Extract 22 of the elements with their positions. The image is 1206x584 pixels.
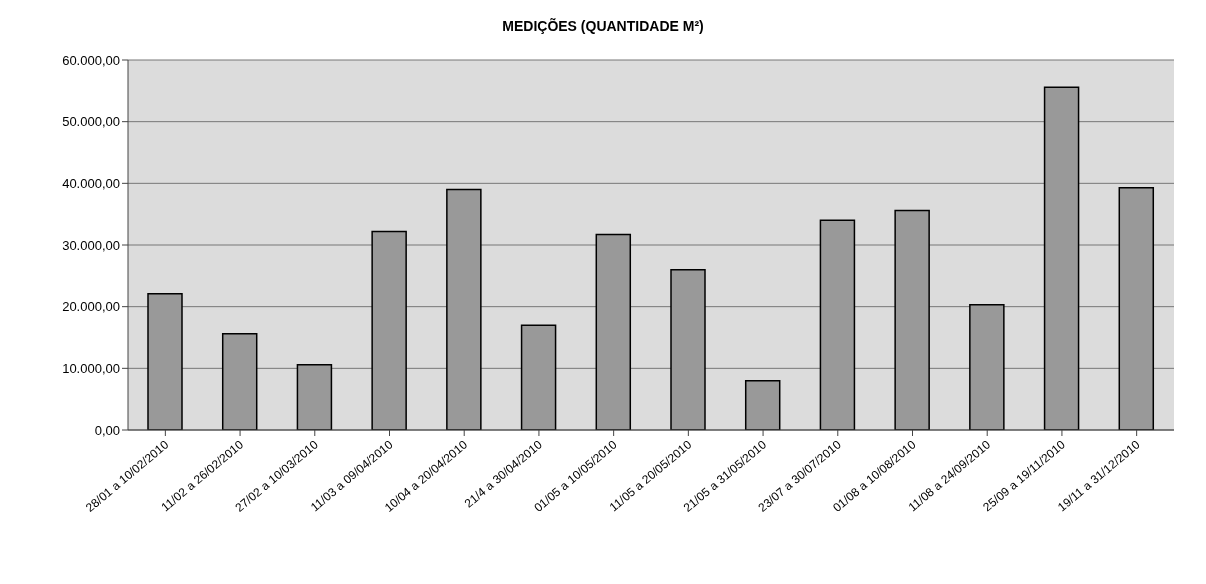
y-tick-label: 20.000,00 bbox=[62, 299, 120, 315]
bar bbox=[969, 304, 1005, 430]
y-tick-label: 30.000,00 bbox=[62, 237, 120, 253]
bar bbox=[446, 188, 482, 430]
bar bbox=[744, 379, 781, 430]
bar bbox=[221, 333, 258, 430]
bar bbox=[371, 230, 407, 430]
bar bbox=[595, 233, 632, 430]
bar bbox=[1043, 86, 1080, 430]
bar bbox=[1118, 186, 1155, 430]
y-tick-label: 10.000,00 bbox=[62, 360, 120, 376]
bar bbox=[819, 219, 856, 430]
chart-title: MEDIÇÕES (QUANTIDADE M²) bbox=[502, 18, 704, 34]
bar bbox=[147, 292, 183, 430]
y-tick-label: 60.000,00 bbox=[62, 52, 120, 68]
y-tick-label: 0,00 bbox=[94, 422, 120, 438]
bar bbox=[670, 268, 706, 430]
y-tick-label: 40.000,00 bbox=[62, 175, 120, 191]
bar bbox=[894, 209, 930, 430]
bar bbox=[520, 324, 557, 430]
bar bbox=[296, 363, 333, 430]
y-tick-label: 50.000,00 bbox=[62, 114, 120, 130]
